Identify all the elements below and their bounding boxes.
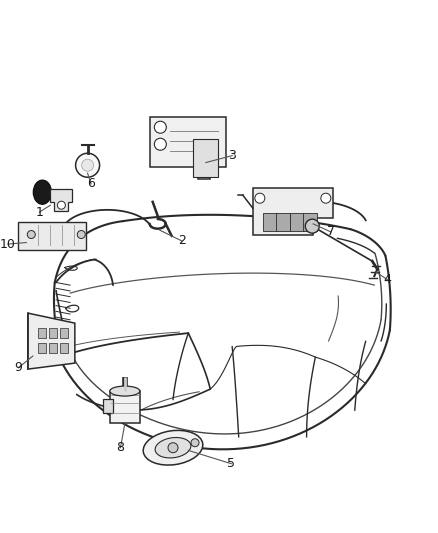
Bar [263,213,277,231]
Circle shape [77,230,85,239]
Circle shape [168,443,178,453]
Bar [276,213,290,231]
Circle shape [81,159,94,171]
FancyBboxPatch shape [103,399,113,413]
Text: 4: 4 [384,273,392,286]
Ellipse shape [33,180,51,204]
Bar [60,343,68,353]
Ellipse shape [155,438,191,458]
Text: 6: 6 [87,177,95,190]
Polygon shape [28,313,75,369]
Circle shape [27,230,35,239]
FancyBboxPatch shape [110,391,140,423]
Bar [38,328,46,338]
Text: 10: 10 [0,238,16,251]
Text: 1: 1 [35,206,43,219]
Bar [60,328,68,338]
Bar [49,343,57,353]
Bar [49,328,57,338]
Text: 9: 9 [14,361,22,374]
Ellipse shape [110,386,140,396]
Text: 8: 8 [117,441,124,454]
Bar [290,213,304,231]
Text: 5: 5 [227,457,235,470]
Circle shape [154,138,166,150]
Circle shape [191,439,199,447]
Polygon shape [150,117,226,179]
Bar [193,139,218,177]
Circle shape [321,193,331,203]
Circle shape [76,153,99,177]
Circle shape [305,219,319,233]
Bar [38,343,46,353]
Circle shape [255,193,265,203]
Text: 3: 3 [228,149,236,162]
FancyBboxPatch shape [18,222,86,249]
Text: 2: 2 [178,235,186,247]
Bar [303,213,317,231]
Polygon shape [50,189,72,211]
Polygon shape [253,188,333,235]
Ellipse shape [143,430,203,465]
Circle shape [57,201,65,209]
Text: 7: 7 [327,225,335,238]
Circle shape [154,121,166,133]
